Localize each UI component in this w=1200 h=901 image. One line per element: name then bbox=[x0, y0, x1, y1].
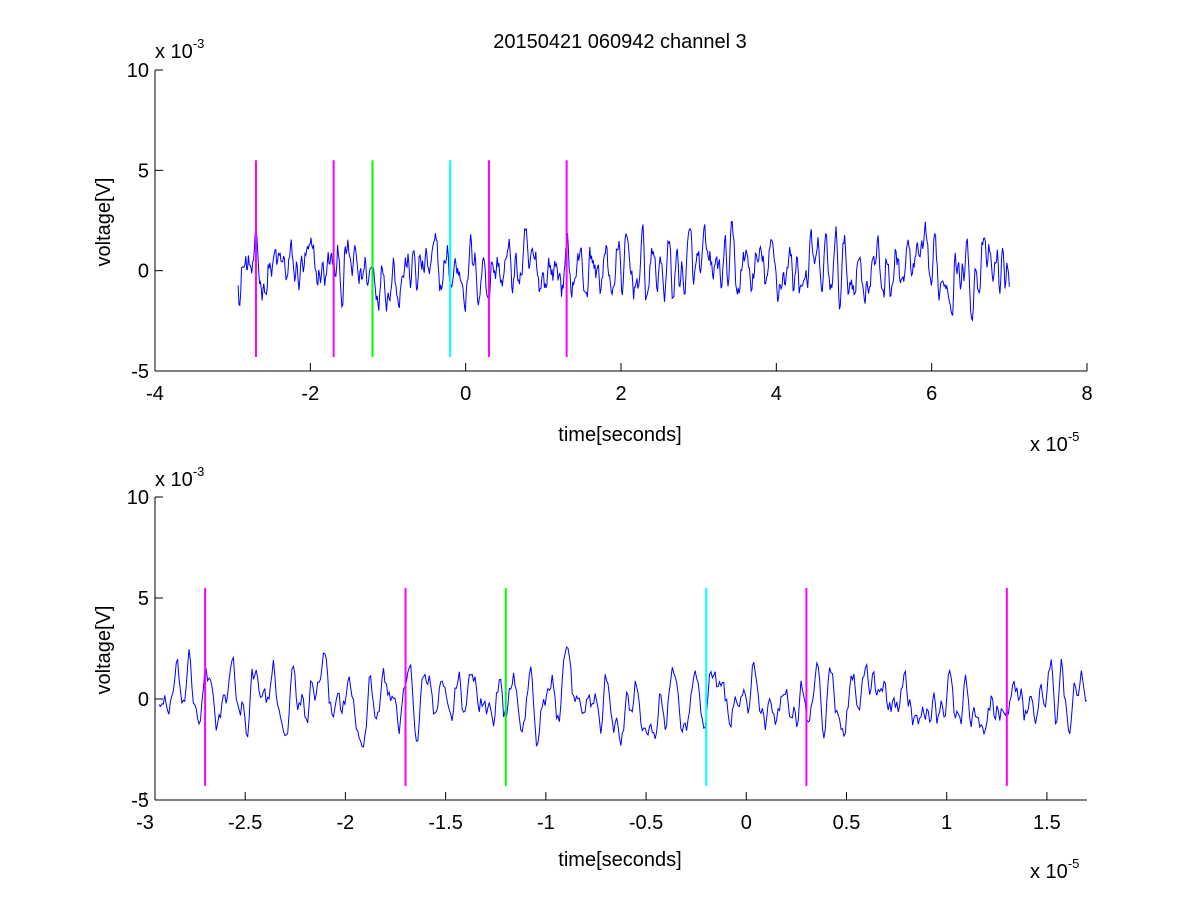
figure-title: 20150421 060942 channel 3 bbox=[493, 31, 747, 53]
signal-trace bbox=[158, 646, 1088, 748]
x-tick-label: 8 bbox=[1081, 383, 1092, 405]
x-tick-label: 0.5 bbox=[833, 812, 861, 834]
x-tick-label: 1 bbox=[941, 812, 952, 834]
x-tick-label: -4 bbox=[146, 383, 164, 405]
top-xlabel: time[seconds] bbox=[558, 424, 681, 446]
x-tick-label: 2 bbox=[615, 383, 626, 405]
top-y-multiplier: x 10-3 bbox=[155, 36, 204, 63]
bottom-subplot: -3 -2.5 -2 -1.5 -1 -0.5 0 0.5 1 1.5 -5 0 5 10 time[se… bbox=[93, 464, 1088, 883]
top-x-multiplier: x 10-5 bbox=[1030, 429, 1079, 456]
y-tick-label: 0 bbox=[138, 261, 149, 283]
x-tick-label: -0.5 bbox=[629, 812, 663, 834]
signal-trace bbox=[237, 220, 1010, 322]
bottom-y-multiplier: x 10-3 bbox=[155, 464, 204, 491]
y-tick-label: -5 bbox=[131, 790, 149, 812]
y-tick-label: 5 bbox=[138, 160, 149, 182]
y-tick-label: 10 bbox=[127, 487, 149, 509]
y-tick-label: -5 bbox=[131, 361, 149, 383]
x-tick-label: 6 bbox=[926, 383, 937, 405]
y-tick-label: 10 bbox=[127, 60, 149, 82]
x-tick-label: 1.5 bbox=[1033, 812, 1061, 834]
x-tick-label: 4 bbox=[771, 383, 782, 405]
top-ylabel: voltage[V] bbox=[93, 178, 115, 267]
bottom-x-multiplier: x 10-5 bbox=[1030, 856, 1079, 883]
x-tick-label: -2.5 bbox=[228, 812, 262, 834]
x-tick-label: -1.5 bbox=[428, 812, 462, 834]
bottom-xlabel: time[seconds] bbox=[558, 849, 681, 871]
x-tick-label: -2 bbox=[337, 812, 355, 834]
x-tick-label: 0 bbox=[741, 812, 752, 834]
y-tick-label: 5 bbox=[138, 588, 149, 610]
x-tick-label: -2 bbox=[301, 383, 319, 405]
bottom-ylabel: voltage[V] bbox=[93, 606, 115, 695]
top-subplot: -4 -2 0 2 4 6 8 -5 0 5 10 time[seconds] voltage[V]… bbox=[93, 36, 1093, 456]
y-tick-label: 0 bbox=[138, 689, 149, 711]
x-tick-label: -3 bbox=[136, 812, 154, 834]
x-tick-label: -1 bbox=[537, 812, 555, 834]
x-tick-label: 0 bbox=[460, 383, 471, 405]
